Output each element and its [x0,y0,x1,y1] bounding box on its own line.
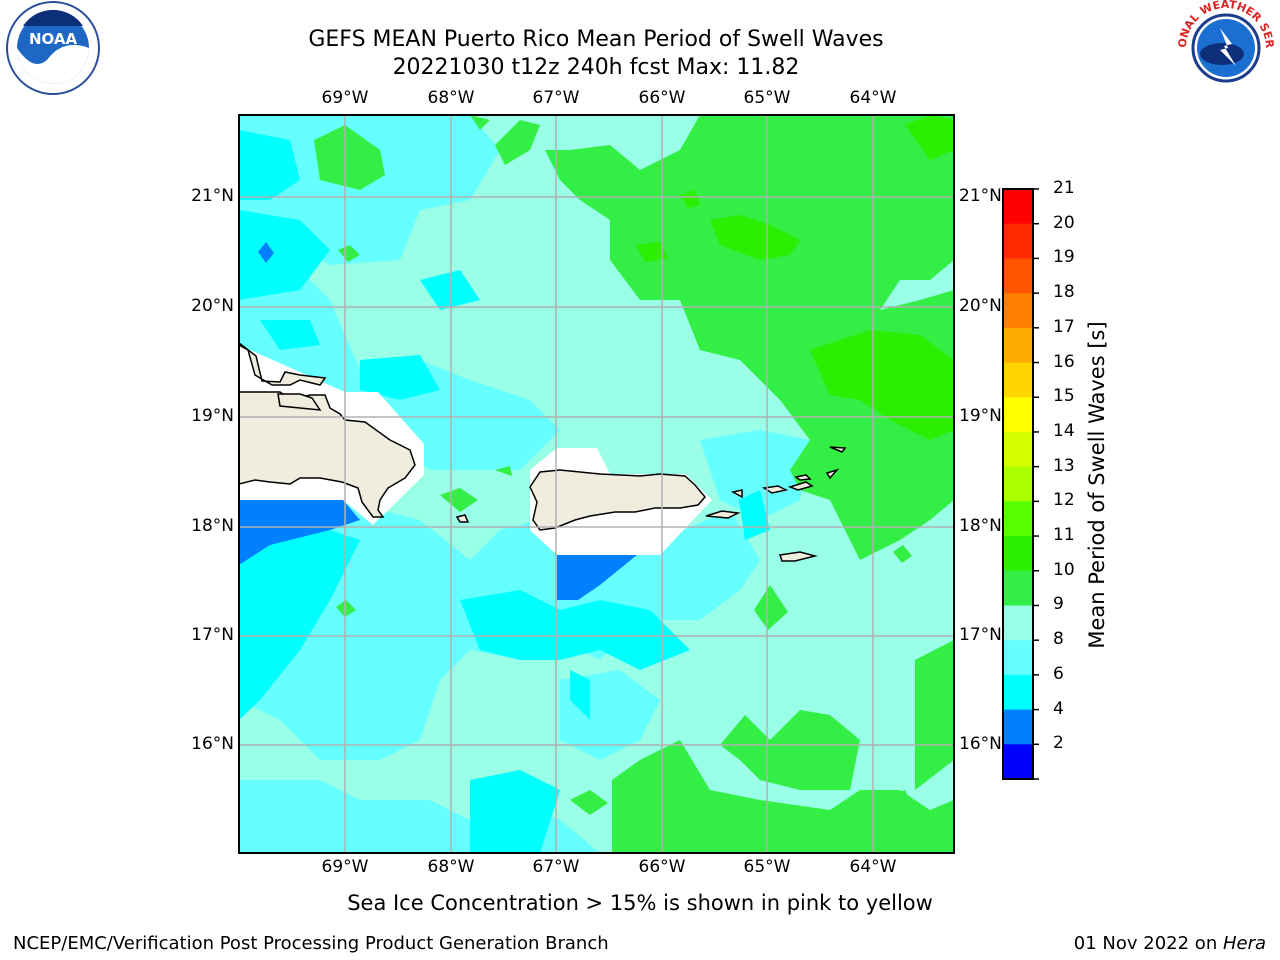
colorbar-segment [1003,709,1033,745]
culebra-island [730,489,743,499]
colorbar-tick-label: 12 [1053,490,1075,511]
colorbar-tick-label: 8 [1053,629,1064,650]
colorbar-segment [1003,536,1033,572]
nws-logo: NATIONAL WEATHER SERVICE [1176,0,1276,94]
lat-label-right: 19°N [959,406,1002,426]
swell-band-10-11 [314,115,954,853]
colorbar [1002,188,1039,780]
colorbar-tick-label: 19 [1053,247,1075,268]
mona-island [455,514,470,523]
colorbar-segment [1003,189,1033,225]
colorbar-tick-label: 17 [1053,316,1075,337]
colorbar-tick-label: 15 [1053,386,1075,407]
sea-ice-note: Sea Ice Concentration > 15% is shown in … [0,891,1280,915]
colorbar-tick-label: 14 [1053,420,1075,441]
lon-label-top: 69°W [321,88,369,108]
colorbar-tick-label: 20 [1053,212,1075,233]
colorbar-segment [1003,397,1033,433]
colorbar-segment [1003,327,1033,364]
colorbar-segment [1003,640,1033,676]
colorbar-frame [1002,188,1034,780]
colorbar-segment [1003,501,1033,537]
colorbar-tick-label: 18 [1053,282,1075,303]
footer-credit: NCEP/EMC/Verification Post Processing Pr… [13,933,609,954]
chart-subtitle: 20221030 t12z 240h fcst Max: 11.82 [392,55,800,80]
colorbar-segment [1003,744,1033,780]
colorbar-title: Mean Period of Swell Waves [s] [1085,321,1109,649]
vieques-island [705,510,741,519]
lat-label-left: 17°N [191,625,234,645]
lon-label-bottom: 69°W [321,857,369,877]
colorbar-segment [1003,258,1033,294]
swell-band-4-6 [239,242,637,600]
lon-label-top: 68°W [427,88,475,108]
lat-label-right: 17°N [959,625,1002,645]
lat-label-right: 18°N [959,516,1002,536]
lon-label-bottom: 64°W [849,857,897,877]
swell-band-11-12 [636,115,954,440]
lon-label-top: 67°W [532,88,580,108]
map-gridlines [239,115,954,853]
colorbar-tick-label: 4 [1053,698,1064,719]
chart-title: GEFS MEAN Puerto Rico Mean Period of Swe… [308,27,884,52]
footer-date-text: 01 Nov 2022 on [1073,933,1223,954]
lat-label-right: 21°N [959,186,1002,206]
footer-date: 01 Nov 2022 on Hera [1074,933,1266,954]
colorbar-tick-label: 10 [1053,559,1075,580]
lon-label-bottom: 65°W [743,857,791,877]
swell-band-6-8 [239,130,770,853]
hispaniola-land [239,342,416,518]
lat-label-left: 21°N [191,186,234,206]
colorbar-segment [1003,605,1033,641]
lat-label-left: 16°N [191,734,234,754]
colorbar-tick-label: 6 [1053,663,1064,684]
lon-label-bottom: 66°W [638,857,686,877]
lon-label-top: 66°W [638,88,686,108]
noaa-logo-text: NOAA [29,30,78,48]
colorbar-segment [1003,223,1033,259]
colorbar-tick-label: 13 [1053,455,1075,476]
colorbar-segment [1003,674,1033,711]
colorbar-segment [1003,431,1033,468]
lat-label-left: 20°N [191,296,234,316]
lon-label-bottom: 67°W [532,857,580,877]
lat-label-left: 18°N [191,516,234,536]
lat-label-right: 20°N [959,296,1002,316]
noaa-logo: NOAA [6,1,100,95]
lat-label-left: 19°N [191,406,234,426]
map-area [239,115,954,853]
lat-label-right: 16°N [959,734,1002,754]
colorbar-tick-label: 16 [1053,351,1075,372]
colorbar-tick-label: 9 [1053,594,1064,615]
colorbar-tick-label: 11 [1053,525,1075,546]
virgin-islands [761,446,847,562]
lon-label-bottom: 68°W [427,857,475,877]
map-frame [238,114,955,854]
colorbar-segment [1003,570,1033,606]
footer-host: Hera [1222,933,1266,954]
sea-ice-note-text: Sea Ice Concentration > 15% is shown in … [347,891,933,915]
lon-label-top: 65°W [743,88,791,108]
colorbar-segment [1003,293,1033,329]
colorbar-segment [1003,362,1033,398]
hispaniola-north-coast [277,393,322,411]
lon-label-top: 64°W [849,88,897,108]
colorbar-tick-label: 21 [1053,178,1075,198]
colorbar-segment [1003,466,1033,502]
colorbar-tick-label: 2 [1053,733,1064,754]
